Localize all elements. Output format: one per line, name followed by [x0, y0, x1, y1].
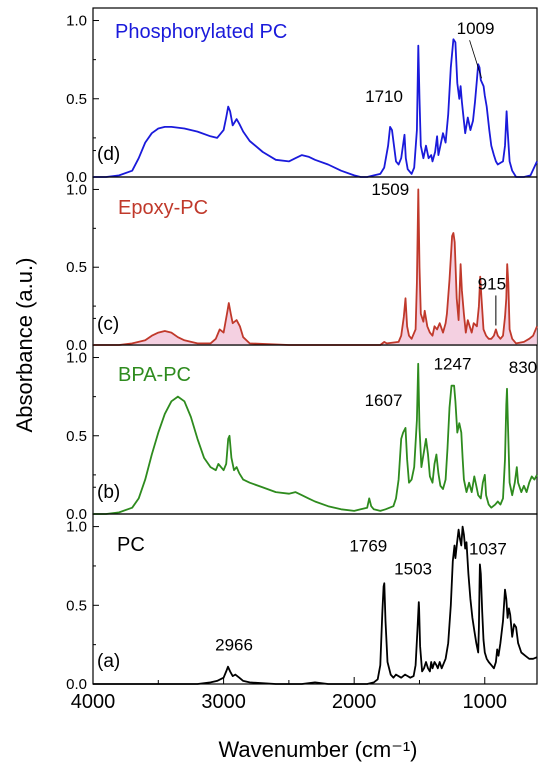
peak-label: 2966 [215, 636, 253, 655]
panel-letter: (d) [97, 144, 120, 165]
y-tick-label: 0.5 [66, 597, 87, 614]
y-tick-label: 0.0 [66, 676, 87, 693]
y-tick-label: 0.5 [66, 428, 87, 445]
x-axis: 4000 3000 2000 1000 [71, 677, 507, 713]
panel-frame [92, 513, 538, 685]
panel-c: 0.0 0.5 1.0 Epoxy-PC (c) 1509 915 [66, 150, 538, 354]
panel-title: Epoxy-PC [118, 197, 208, 219]
x-axis-title: Wavenumber (cm⁻¹) [218, 737, 417, 762]
panels-group: 0.00.51.0 Phosphorylated PC(d)171010090.0… [66, 7, 538, 693]
panel-d: 0.0 0.5 1.0 Phosphorylated PC (d) 1710 1009 [66, 7, 538, 186]
panel-letter: (b) [97, 482, 120, 503]
y-tick-label: 0.0 [66, 337, 87, 354]
y-tick-label: 0.0 [66, 506, 87, 523]
y-tick-label: 1.0 [66, 13, 87, 30]
peak-label: 1037 [469, 539, 507, 558]
panel-letter: (c) [97, 314, 119, 335]
panel-title: BPA-PC [118, 364, 191, 386]
x-tick-label: 1000 [463, 691, 508, 713]
y-axis-title: Absorbance (a.u.) [12, 258, 37, 433]
x-tick-label: 4000 [71, 691, 116, 713]
spectrum-line [93, 38, 538, 178]
peak-label: 1503 [394, 559, 432, 578]
panel-b: 0.0 0.5 1.0 BPA-PC (b) 1607 1247 830 [66, 317, 538, 523]
peak-label: 1769 [349, 536, 387, 555]
y-tick-label: 1.0 [66, 350, 87, 367]
y-tick-label: 0.5 [66, 91, 87, 108]
y-tick-label: 1.0 [66, 519, 87, 536]
peak-label: 915 [478, 274, 506, 293]
peak-label: 1009 [457, 19, 495, 38]
y-tick-label: 0.5 [66, 259, 87, 276]
x-tick-label: 2000 [332, 691, 377, 713]
peak-label: 1710 [365, 87, 403, 106]
peak-label: 1247 [434, 355, 472, 374]
spectrum-line [93, 362, 538, 515]
spectrum-line [93, 525, 538, 685]
peak-label: 1509 [371, 180, 409, 199]
x-tick-label: 3000 [201, 691, 246, 713]
panel-a: 0.0 0.5 1.0 PC (a) 2966 1769 1503 1037 [66, 486, 538, 693]
y-tick-label: 0.0 [66, 169, 87, 186]
peak-label: 830 [509, 358, 537, 377]
panel-letter: (a) [97, 651, 120, 672]
peak-pointer [469, 40, 482, 79]
y-tick-label: 1.0 [66, 181, 87, 198]
panel-title: Phosphorylated PC [115, 21, 287, 43]
peak-label: 1607 [365, 391, 403, 410]
spectrum-line [93, 188, 538, 346]
panel-title: PC [117, 534, 145, 556]
